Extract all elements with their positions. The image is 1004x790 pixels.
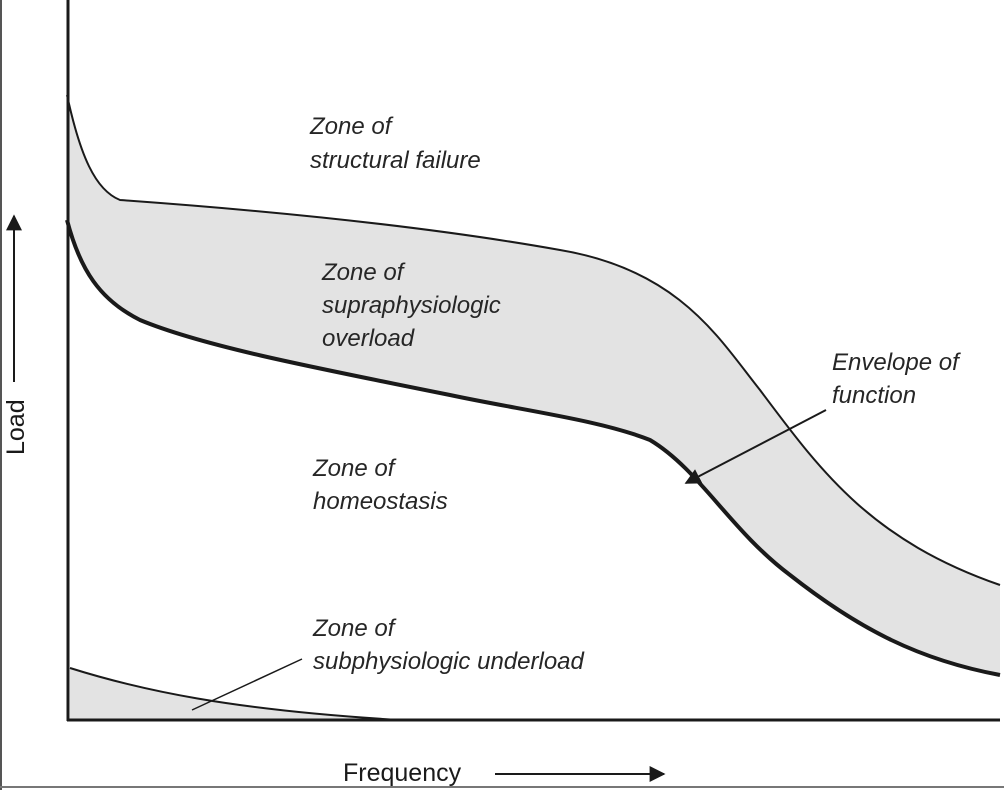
homeostasis-boundary — [65, 219, 1001, 677]
structural-failure-line-2: structural failure — [310, 147, 481, 174]
label-supraphysiologic-overload: Zone of supraphysiologic overload — [321, 259, 501, 352]
structural-failure-line-1: Zone of — [309, 113, 394, 140]
envelope-pointer-arrow — [684, 409, 827, 484]
underload-line-1: Zone of — [312, 615, 397, 642]
underload-pointer-line — [191, 658, 303, 711]
envelope-line-1: Envelope of — [832, 349, 961, 376]
underload-boundary — [69, 667, 401, 721]
underload-line-2: subphysiologic underload — [313, 648, 585, 675]
homeostasis-line-2: homeostasis — [313, 488, 448, 515]
label-structural-failure: Zone of structural failure — [309, 113, 481, 174]
overload-line-2: supraphysiologic — [322, 292, 501, 319]
envelope-line-2: function — [832, 382, 916, 409]
overload-line-3: overload — [322, 325, 415, 352]
x-axis-label: Frequency — [343, 759, 462, 787]
label-envelope-of-function: Envelope of function — [832, 349, 961, 409]
homeostasis-line-1: Zone of — [312, 455, 397, 482]
y-axis-label: Load — [2, 399, 30, 455]
underload-band — [70, 668, 400, 720]
envelope-band — [67, 95, 1000, 675]
label-homeostasis: Zone of homeostasis — [312, 455, 448, 515]
label-subphysiologic-underload: Zone of subphysiologic underload — [312, 615, 585, 675]
structural-failure-boundary — [66, 94, 1001, 586]
overload-line-1: Zone of — [321, 259, 406, 286]
